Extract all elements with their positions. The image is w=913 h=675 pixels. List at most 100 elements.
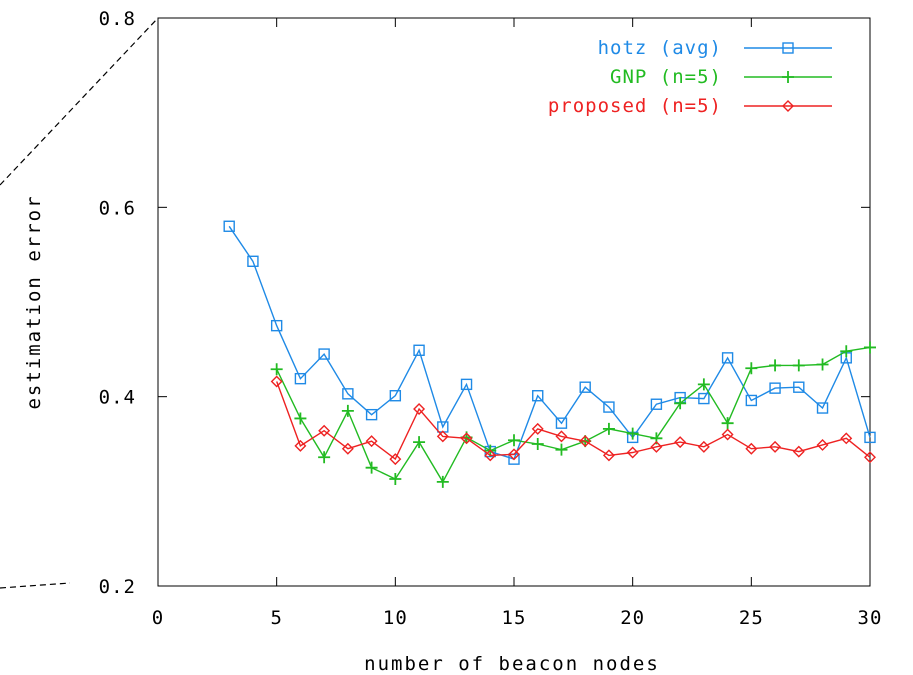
data-point [650,398,663,410]
data-point [793,381,805,393]
x-tick-label: 15 [502,607,527,629]
x-tick-label: 0 [152,607,164,629]
data-point [674,436,687,449]
data-point [532,390,544,402]
data-point [697,378,710,391]
y-tick-label: 0.8 [99,8,136,30]
series-line [276,346,871,484]
data-point [531,422,544,435]
series-3 [270,375,876,466]
data-point [579,435,592,448]
data-point [769,382,781,394]
data-point [840,345,853,358]
data-point [864,451,876,464]
data-point [341,404,354,417]
data-point [270,363,283,376]
data-point [270,375,283,388]
data-point [341,442,354,455]
x-tick-label: 20 [620,607,645,629]
plot-frame [157,17,871,587]
data-point [342,388,354,400]
data-point [769,440,782,453]
data-point [365,461,378,474]
data-point [436,430,449,443]
y-tick-label: 0.4 [99,387,136,409]
decorative-dashed-lines [0,17,159,589]
y-tick-label: 0.6 [99,197,136,219]
legend-label: GNP (n=5) [610,66,722,88]
series-line [276,381,871,461]
data-point [603,401,615,413]
data-point [318,424,331,437]
data-point [223,220,235,232]
x-axis-label: number of beacon nodes [364,653,660,675]
data-point [460,432,473,445]
legend-label: hotz (avg) [598,37,722,59]
data-point [460,378,473,391]
data-point [579,381,591,393]
data-point [602,422,615,435]
data-point [864,341,876,354]
data-point [484,449,497,462]
series-line [228,225,871,460]
data-point [294,439,307,452]
data-point [650,440,663,453]
legend-marker [782,71,794,83]
legend-marker [782,100,794,112]
data-point [555,443,568,456]
data-point [816,402,829,414]
data-point [721,428,734,441]
data-point [365,408,378,421]
data-point [555,417,568,429]
dashed-line-lower [0,582,71,589]
data-point [602,449,615,462]
data-point [531,438,544,450]
data-point [436,475,449,488]
data-point [697,440,710,453]
legend: hotz (avg) GNP (n=5) proposed (n=5) [548,37,832,117]
data-point [792,445,805,458]
data-point [389,453,402,466]
data-point [270,319,283,332]
data-point [745,362,758,375]
data-point [745,394,758,407]
data-point [721,417,734,430]
series-2 [270,341,876,488]
data-point [769,359,782,372]
data-point [413,402,426,415]
data-point [389,473,402,486]
data-point [745,442,758,455]
series-layer [223,220,876,488]
data-point [318,348,330,360]
data-point [294,412,307,425]
data-point [626,446,639,459]
x-tick-label: 10 [383,607,408,629]
data-point [698,392,710,405]
data-point [413,344,425,356]
dashed-line-upper [0,17,159,186]
data-point [840,432,853,445]
data-point [816,438,829,451]
x-tick-label: 5 [270,607,282,629]
x-tick-label: 30 [858,607,883,629]
data-point [413,436,426,449]
data-point [721,352,734,364]
data-point [674,397,687,410]
data-point [792,359,805,372]
x-tick-label: 25 [739,607,764,629]
y-tick-label: 0.2 [99,576,136,598]
series-1 [223,220,876,465]
data-point [864,431,876,444]
data-point [508,448,520,461]
axis-ticks: 0 5 10 15 20 25 30 0.2 0.4 0.6 0.8 [99,8,883,629]
legend-label: proposed (n=5) [548,95,722,117]
data-point [389,390,402,402]
data-point [555,430,568,443]
data-point [816,358,829,371]
data-point [294,372,307,385]
legend-marker [782,42,794,54]
data-point [365,435,378,448]
data-point [626,427,639,440]
data-point [508,434,520,447]
